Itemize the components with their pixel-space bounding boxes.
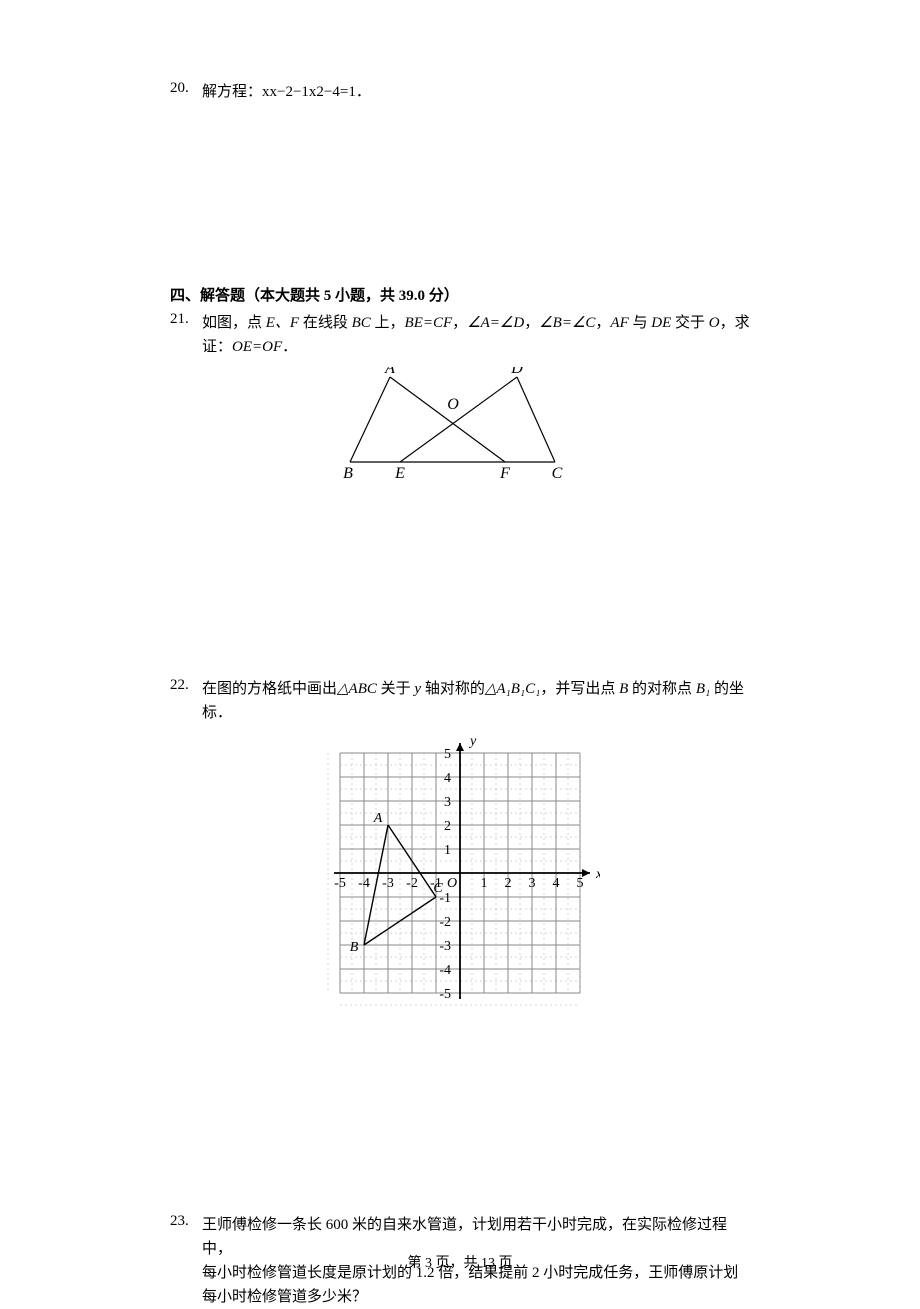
- svg-text:-3: -3: [439, 939, 451, 954]
- svg-text:2: 2: [444, 819, 451, 834]
- q22-text1: 在图的方格纸中画出△ABC 关于 y 轴对称的△A₁B₁C₁，并写出点 B 的对…: [202, 677, 750, 701]
- q21-l2-end: ．: [282, 339, 297, 355]
- q21-text1: 如图，点 E、F 在线段 BC 上，BE=CF，∠A=∠D，∠B=∠C，AF 与…: [202, 311, 750, 335]
- q22-tri2: △A₁B₁C₁: [485, 681, 541, 697]
- svg-text:B: B: [343, 465, 353, 482]
- q21-t6: ，求: [720, 315, 750, 331]
- svg-text:C: C: [552, 465, 563, 482]
- page-footer: 第 3 页，共 13 页: [0, 1252, 920, 1272]
- q21-line2: 证：OE=OF．: [202, 335, 750, 359]
- q23-line3: 每小时检修管道多少米？: [202, 1285, 750, 1309]
- q21-af: AF: [610, 315, 632, 331]
- svg-text:D: D: [510, 367, 523, 377]
- question-21: 21. 如图，点 E、F 在线段 BC 上，BE=CF，∠A=∠D，∠B=∠C，…: [170, 311, 750, 487]
- svg-text:-2: -2: [406, 876, 418, 891]
- svg-text:3: 3: [529, 876, 536, 891]
- q22-number: 22.: [170, 677, 202, 694]
- svg-text:B: B: [350, 940, 359, 955]
- q23-number: 23.: [170, 1213, 202, 1230]
- q22-t6: 的坐: [714, 681, 744, 697]
- svg-text:-5: -5: [334, 876, 346, 891]
- q21-t5: 交于: [675, 315, 709, 331]
- question-22: 22. 在图的方格纸中画出△ABC 关于 y 轴对称的△A₁B₁C₁，并写出点 …: [170, 677, 750, 1013]
- svg-text:O: O: [447, 396, 459, 413]
- q21-ad: ∠A=∠D: [467, 315, 524, 331]
- svg-text:O: O: [447, 876, 457, 891]
- svg-text:-3: -3: [382, 876, 394, 891]
- svg-text:F: F: [499, 465, 510, 482]
- svg-text:5: 5: [577, 876, 584, 891]
- q22-b1: B₁: [696, 681, 714, 697]
- q21-figure: A D O B E F C: [170, 367, 750, 487]
- svg-text:A: A: [373, 811, 383, 826]
- q21-bc2: ∠B=∠C: [539, 315, 595, 331]
- svg-text:y: y: [468, 734, 477, 749]
- q22-t4: ，并写出点: [540, 681, 619, 697]
- q21-line1: 21. 如图，点 E、F 在线段 BC 上，BE=CF，∠A=∠D，∠B=∠C，…: [170, 311, 750, 335]
- q20-number: 20.: [170, 80, 202, 97]
- q21-diagram: A D O B E F C: [330, 367, 590, 487]
- q20-text: 解方程：xx−2−1x2−4=1．: [202, 80, 750, 104]
- svg-text:A: A: [384, 367, 395, 377]
- q21-oeof: OE=OF: [232, 339, 282, 355]
- q21-s3: ，: [595, 315, 610, 331]
- q21-number: 21.: [170, 311, 202, 328]
- q22-line1: 22. 在图的方格纸中画出△ABC 关于 y 轴对称的△A₁B₁C₁，并写出点 …: [170, 677, 750, 701]
- q21-s2: ，: [524, 315, 539, 331]
- q22-b: B: [619, 681, 632, 697]
- q21-l2-pre: 证：: [202, 339, 232, 355]
- q21-s1: ，: [452, 315, 467, 331]
- svg-text:4: 4: [444, 771, 451, 786]
- q22-t2: 关于: [381, 681, 415, 697]
- svg-text:1: 1: [444, 843, 451, 858]
- section-4-header: 四、解答题（本大题共 5 小题，共 39.0 分）: [170, 284, 750, 305]
- q22-t5: 的对称点: [632, 681, 696, 697]
- svg-text:x: x: [595, 867, 600, 882]
- q22-line2: 标．: [202, 701, 750, 725]
- svg-text:-4: -4: [358, 876, 370, 891]
- svg-text:-5: -5: [439, 987, 451, 1002]
- q21-o: O: [709, 315, 720, 331]
- svg-text:3: 3: [444, 795, 451, 810]
- svg-text:C: C: [433, 881, 443, 896]
- q22-y: y: [414, 681, 424, 697]
- svg-text:5: 5: [444, 747, 451, 762]
- q21-t2: 在线段: [303, 315, 352, 331]
- q22-grid-diagram: -5-4-3-2-112345-5-4-3-2-112345OxyABC: [320, 733, 600, 1013]
- q22-figure: -5-4-3-2-112345-5-4-3-2-112345OxyABC: [170, 733, 750, 1013]
- q20-line: 20. 解方程：xx−2−1x2−4=1．: [170, 80, 750, 104]
- q22-t3: 轴对称的: [425, 681, 485, 697]
- question-20: 20. 解方程：xx−2−1x2−4=1．: [170, 80, 750, 104]
- q21-bc: BC: [352, 315, 375, 331]
- q21-t3: 上，: [375, 315, 405, 331]
- svg-text:-2: -2: [439, 915, 451, 930]
- q22-t1: 在图的方格纸中画出: [202, 681, 337, 697]
- svg-text:-4: -4: [439, 963, 451, 978]
- q21-becf: BE=CF: [405, 315, 453, 331]
- svg-text:4: 4: [553, 876, 560, 891]
- q21-t1: 如图，点: [202, 315, 266, 331]
- q22-tri: △ABC: [337, 681, 381, 697]
- q21-ef: E、F: [266, 315, 303, 331]
- q21-de: DE: [651, 315, 675, 331]
- svg-text:E: E: [394, 465, 405, 482]
- svg-text:2: 2: [505, 876, 512, 891]
- q21-t4: 与: [633, 315, 652, 331]
- svg-text:1: 1: [481, 876, 488, 891]
